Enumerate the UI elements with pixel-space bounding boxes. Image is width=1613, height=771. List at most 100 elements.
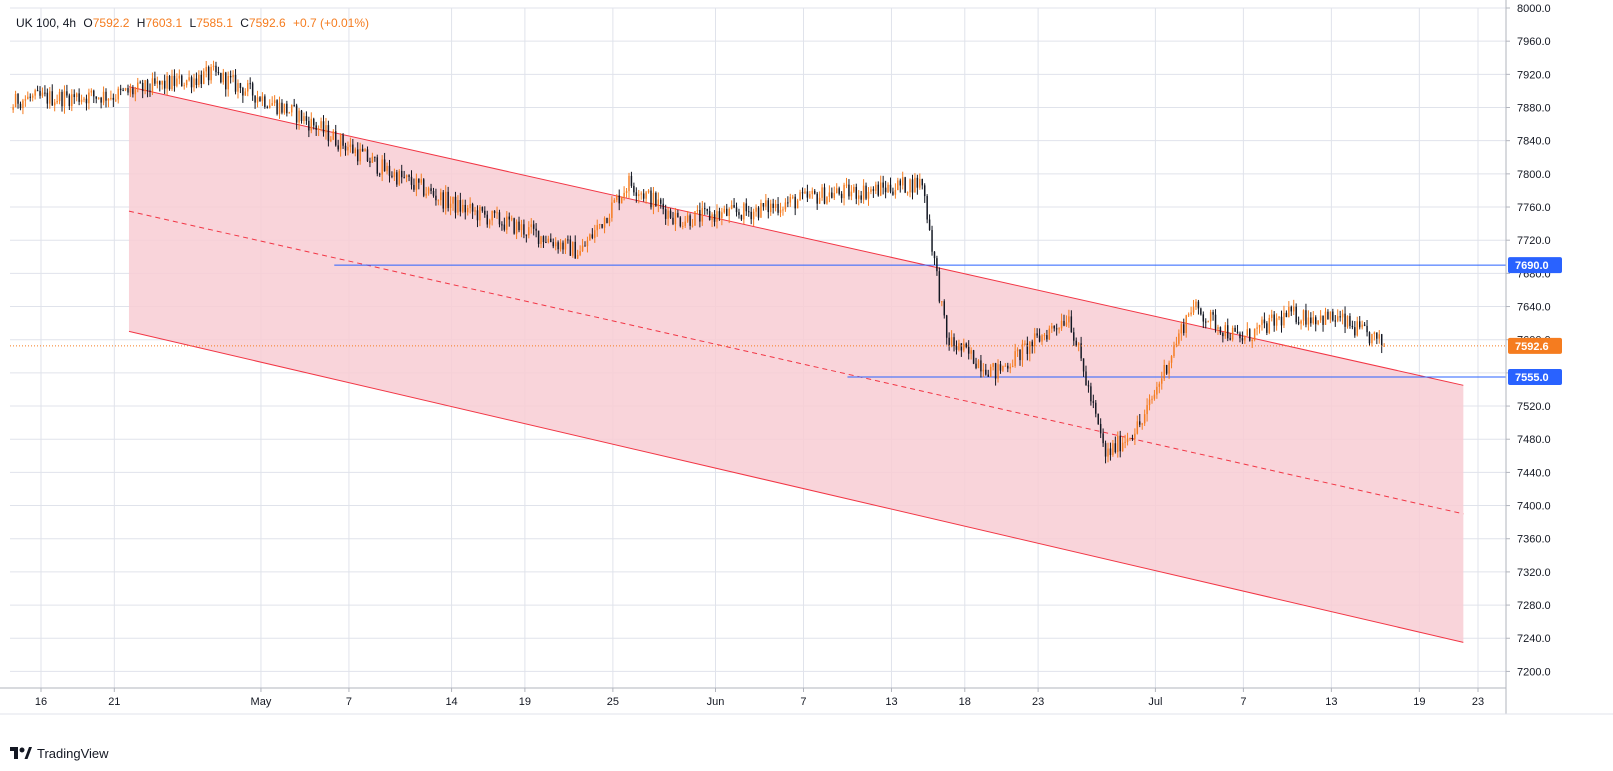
candle-body	[276, 100, 278, 115]
candle-body	[1361, 324, 1363, 328]
candle-body	[141, 82, 144, 92]
candle-body	[772, 203, 774, 208]
candle-body	[454, 196, 457, 213]
candle-body	[537, 230, 540, 244]
candle-body	[410, 176, 413, 185]
candle-body	[195, 78, 198, 85]
candle-body	[1124, 441, 1126, 443]
candle-body	[513, 218, 515, 234]
candle-body	[1031, 341, 1033, 347]
candle-body	[486, 214, 488, 225]
candle-body	[921, 179, 923, 186]
candle-body	[789, 197, 792, 203]
candle-body	[1168, 362, 1170, 374]
candle-body	[1212, 312, 1214, 315]
candle-body	[1041, 335, 1043, 342]
candle-body	[1190, 312, 1192, 315]
candle-body	[1285, 312, 1288, 318]
candle-body	[574, 241, 576, 259]
candle-body	[1065, 322, 1068, 326]
candle-body	[1134, 433, 1136, 439]
candle-body	[359, 148, 361, 162]
candle-body	[386, 165, 388, 172]
candle-body	[78, 93, 80, 102]
candle-body	[93, 90, 95, 97]
candle-body	[286, 103, 288, 114]
candle-body	[735, 207, 738, 213]
regression-channel[interactable]	[128, 86, 1464, 643]
candle-body	[393, 172, 396, 177]
candle-body	[376, 157, 379, 174]
candle-body	[796, 200, 799, 209]
candle-body	[716, 211, 718, 222]
x-tick-label: 23	[1032, 696, 1044, 708]
candle-body	[36, 90, 39, 92]
candle-body	[325, 125, 327, 133]
candle-body	[620, 196, 623, 204]
candle-body	[1314, 317, 1317, 325]
y-tick-label: 7920.0	[1517, 69, 1551, 81]
candle-body	[205, 66, 207, 72]
candle-body	[967, 346, 970, 354]
candle-body	[581, 245, 584, 252]
candle-body	[1229, 338, 1231, 340]
candle-body	[542, 236, 545, 243]
candle-body	[532, 224, 535, 229]
candle-body	[972, 350, 975, 364]
candle-body	[161, 80, 163, 85]
candle-body	[589, 234, 591, 241]
candle-body	[381, 159, 383, 175]
candle-body	[356, 149, 359, 162]
y-tick-label: 8000.0	[1517, 3, 1551, 15]
candle-body	[853, 186, 855, 192]
candle-body	[884, 187, 887, 193]
candle-body	[899, 180, 902, 186]
candle-body	[655, 192, 657, 206]
candle-body	[310, 118, 313, 131]
candle-body	[696, 210, 699, 212]
candle-body	[963, 343, 965, 351]
candle-body	[452, 196, 454, 204]
candle-body	[466, 208, 469, 213]
candle-body	[183, 85, 185, 87]
candle-body	[743, 203, 745, 220]
interval[interactable]: 4h	[62, 16, 77, 30]
candle-body	[396, 172, 398, 185]
candle-body	[1085, 371, 1087, 386]
horizontal-levels[interactable]	[334, 264, 1506, 378]
candle-body	[264, 96, 266, 107]
y-tick-label: 7440.0	[1517, 467, 1551, 479]
candle-body	[1246, 329, 1249, 336]
candle-body	[163, 80, 166, 89]
candle-body	[865, 185, 867, 199]
candle-body	[757, 207, 760, 218]
x-tick-label: Jul	[1148, 696, 1162, 708]
candle-body	[31, 95, 34, 98]
candle-body	[352, 144, 354, 154]
candle-body	[88, 92, 90, 104]
candle-body	[1173, 345, 1175, 357]
candle-body	[755, 207, 757, 212]
candle-body	[1139, 421, 1141, 425]
tradingview-brand[interactable]: TradingView	[10, 746, 109, 761]
candle-body	[594, 230, 596, 238]
candle-body	[936, 258, 938, 272]
candle-body	[1014, 351, 1016, 366]
candle-body	[960, 343, 963, 351]
candle-body	[855, 186, 858, 199]
candle-body	[1256, 327, 1258, 329]
candle-body	[73, 94, 75, 98]
candle-body	[645, 192, 647, 199]
candle-body	[787, 202, 789, 204]
x-tick-label: 21	[108, 696, 120, 708]
candle-body	[723, 208, 726, 213]
candle-body	[207, 66, 210, 81]
candle-body	[640, 193, 642, 195]
tradingview-logo-icon	[10, 747, 32, 759]
candle-body	[71, 94, 73, 107]
candle-body	[1239, 333, 1241, 339]
candle-body	[1151, 398, 1153, 400]
candle-body	[657, 199, 660, 206]
symbol-name[interactable]: UK 100	[16, 16, 57, 30]
